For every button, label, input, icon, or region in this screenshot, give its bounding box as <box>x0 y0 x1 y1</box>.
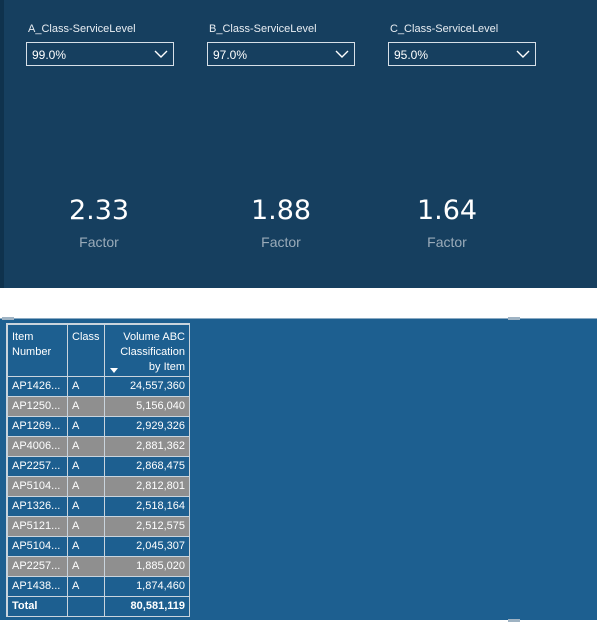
item-number-cell: AP2257... <box>7 456 68 477</box>
item-number-cell: AP5104... <box>7 476 68 497</box>
factor-value: 2.33 <box>68 195 130 226</box>
class-cell: A <box>67 456 105 477</box>
header-text: Class <box>72 331 100 343</box>
item-number-cell: AP1250... <box>7 396 68 417</box>
volume-cell: 2,929,326 <box>104 416 189 437</box>
dropdown-value: 99.0% <box>32 48 67 62</box>
table-row[interactable]: AP1438... A 1,874,460 <box>7 576 189 597</box>
abc-classification-table: Item Number Class Volume ABC Classificat… <box>6 323 190 617</box>
factor-value: 1.88 <box>250 195 312 226</box>
item-number-cell: AP1269... <box>7 416 68 437</box>
volume-cell: 1,874,460 <box>104 576 189 597</box>
slicer-title: B_Class-ServiceLevel <box>209 23 317 35</box>
volume-cell: 2,045,307 <box>104 536 189 557</box>
sort-descending-icon[interactable] <box>110 368 118 373</box>
table-row[interactable]: AP5121... A 2,512,575 <box>7 516 189 537</box>
resize-handle[interactable] <box>2 317 14 320</box>
total-row: Total 80,581,119 <box>7 596 189 616</box>
item-number-cell: AP1426... <box>7 376 68 397</box>
volume-cell: 2,881,362 <box>104 436 189 457</box>
class-cell: A <box>67 556 105 577</box>
item-number-cell: AP4006... <box>7 436 68 457</box>
header-text: Classification <box>120 346 185 358</box>
class-cell: A <box>67 376 105 397</box>
volume-cell: 24,557,360 <box>104 376 189 397</box>
volume-cell: 2,868,475 <box>104 456 189 477</box>
factor-card-b: 1.88 Factor <box>226 194 336 251</box>
dropdown-value: 95.0% <box>394 48 429 62</box>
factor-label: Factor <box>427 234 467 250</box>
column-header-class[interactable]: Class <box>67 324 105 377</box>
slicer-b-class-service-level: B_Class-ServiceLevel 97.0% <box>207 22 355 66</box>
class-cell: A <box>67 436 105 457</box>
slicer-title: A_Class-ServiceLevel <box>28 23 136 35</box>
chevron-down-icon <box>335 50 349 58</box>
table-row[interactable]: AP1326... A 2,518,164 <box>7 496 189 517</box>
factor-card-c: 1.64 Factor <box>392 194 502 251</box>
volume-cell: 2,812,801 <box>104 476 189 497</box>
total-label: Total <box>7 596 68 616</box>
volume-cell: 5,156,040 <box>104 396 189 417</box>
volume-cell: 2,512,575 <box>104 516 189 537</box>
table-visual-panel: Item Number Class Volume ABC Classificat… <box>0 317 597 622</box>
table-row[interactable]: AP2257... A 1,885,020 <box>7 556 189 577</box>
table-row[interactable]: AP4006... A 2,881,362 <box>7 436 189 457</box>
total-volume: 80,581,119 <box>104 596 189 616</box>
chevron-down-icon <box>154 50 168 58</box>
resize-handle[interactable] <box>508 317 520 320</box>
class-cell: A <box>67 576 105 597</box>
panel-edge <box>0 0 4 288</box>
c-class-service-level-dropdown[interactable]: 95.0% <box>388 42 536 66</box>
table-row[interactable]: AP5104... A 2,045,307 <box>7 536 189 557</box>
table-row[interactable]: AP2257... A 2,868,475 <box>7 456 189 477</box>
item-number-cell: AP5121... <box>7 516 68 537</box>
chevron-down-icon <box>516 50 530 58</box>
class-cell: A <box>67 496 105 517</box>
table-row[interactable]: AP1426... A 24,557,360 <box>7 376 189 397</box>
volume-cell: 1,885,020 <box>104 556 189 577</box>
dropdown-value: 97.0% <box>213 48 248 62</box>
class-cell: A <box>67 396 105 417</box>
slicer-c-class-service-level: C_Class-ServiceLevel 95.0% <box>388 22 536 66</box>
class-cell: A <box>67 416 105 437</box>
filter-panel: A_Class-ServiceLevel 99.0% B_Class-Servi… <box>0 0 597 288</box>
item-number-cell: AP1326... <box>7 496 68 517</box>
class-cell: A <box>67 476 105 497</box>
header-text: Volume ABC <box>123 331 185 343</box>
class-cell: A <box>67 516 105 537</box>
total-class-cell <box>67 596 105 616</box>
item-number-cell: AP1438... <box>7 576 68 597</box>
factor-card-a: 2.33 Factor <box>44 194 154 251</box>
resize-handle[interactable] <box>508 619 520 622</box>
table-row[interactable]: AP1250... A 5,156,040 <box>7 396 189 417</box>
factor-label: Factor <box>261 234 301 250</box>
table-row[interactable]: AP1269... A 2,929,326 <box>7 416 189 437</box>
b-class-service-level-dropdown[interactable]: 97.0% <box>207 42 355 66</box>
factor-label: Factor <box>79 234 119 250</box>
column-header-item-number[interactable]: Item Number <box>7 324 68 377</box>
table-row[interactable]: AP5104... A 2,812,801 <box>7 476 189 497</box>
a-class-service-level-dropdown[interactable]: 99.0% <box>26 42 174 66</box>
item-number-cell: AP2257... <box>7 556 68 577</box>
class-cell: A <box>67 536 105 557</box>
column-header-volume[interactable]: Volume ABC Classification by Item <box>104 324 189 377</box>
header-text: by Item <box>148 361 185 373</box>
volume-cell: 2,518,164 <box>104 496 189 517</box>
slicer-title: C_Class-ServiceLevel <box>390 23 499 35</box>
item-number-cell: AP5104... <box>7 536 68 557</box>
factor-value: 1.64 <box>416 195 478 226</box>
header-text: Number <box>12 346 52 358</box>
header-text: Item <box>12 331 34 343</box>
slicer-a-class-service-level: A_Class-ServiceLevel 99.0% <box>26 22 174 66</box>
